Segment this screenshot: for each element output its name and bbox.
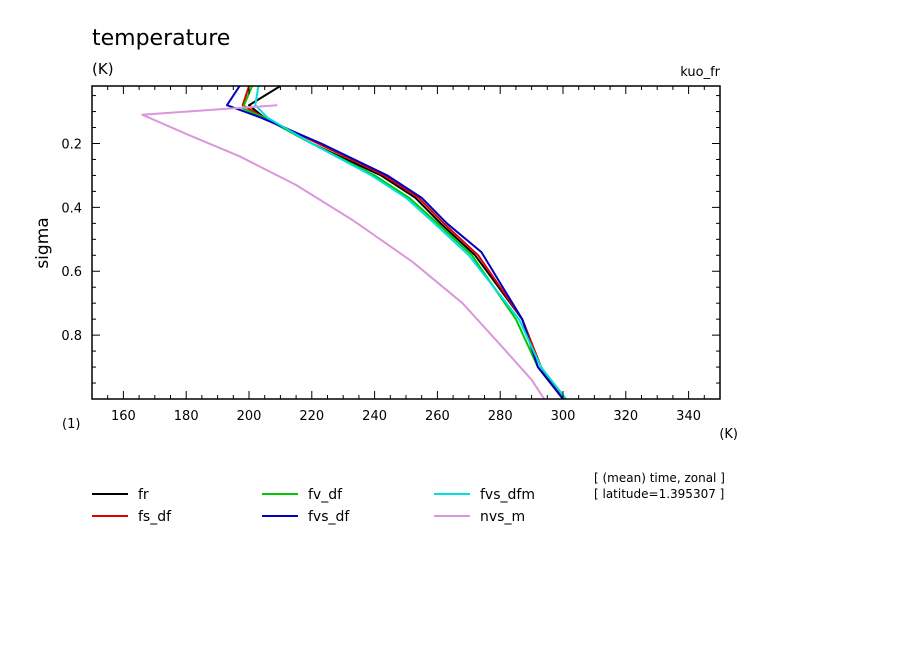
x-tick-label: 160 [111,409,136,424]
legend: fr fs_df fv_df fvs_df fvs_dfm nvs_m [92,487,535,525]
annotation-time: [ (mean) time, zonal ] [594,471,725,485]
annotation-latitude: [ latitude=1.395307 ] [594,487,724,501]
series-line-fvs-dfm [254,85,567,400]
series-line-fv-df [241,85,564,400]
y-tick-label: 0.2 [61,137,82,152]
series-lines [141,85,567,400]
chart-title: temperature [92,26,230,51]
x-axis-label: (K) [719,427,738,442]
x-tick-label: 340 [676,409,701,424]
series-line-fvs-df [226,85,564,400]
x-tick-label: 260 [425,409,450,424]
chart-units-label: (K) [92,60,114,78]
x-tick-label: 220 [299,409,324,424]
chart-subtitle-right: kuo_fr [680,65,720,80]
series-line-nvs-m [141,104,546,400]
legend-label-fvs-df: fvs_df [308,509,350,525]
x-tick-label: 320 [613,409,638,424]
y-axis-label: sigma [33,217,53,268]
x-tick-label: 240 [362,409,387,424]
x-tick-label: 300 [551,409,576,424]
legend-label-fv-df: fv_df [308,487,343,503]
x-tick-label: 280 [488,409,513,424]
x-tick-label: 200 [237,409,262,424]
y-tick-label: 0.8 [61,329,82,344]
x-tick-label: 180 [174,409,199,424]
y-tick-label: 0.6 [61,265,82,280]
y-tick-label: 0.4 [61,201,82,216]
y-axis-units: (1) [62,417,80,432]
legend-label-fvs-dfm: fvs_dfm [480,487,535,503]
legend-label-fr: fr [138,487,149,503]
axis-ticks: 160 180 200 220 240 260 280 300 320 340 0.2 0.4 0.6 0… [61,86,721,424]
legend-label-nvs-m: nvs_m [480,509,525,525]
legend-label-fs-df: fs_df [138,509,172,525]
